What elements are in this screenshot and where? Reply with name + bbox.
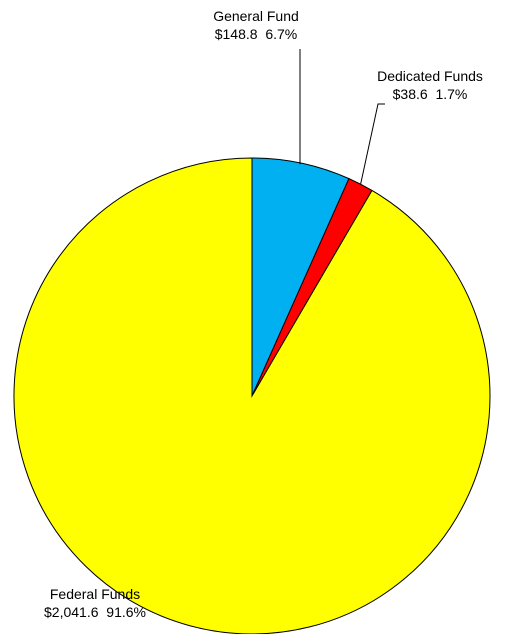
dedicated-funds-value-row: $38.6 1.7% <box>360 85 500 103</box>
federal-funds-label: Federal Funds $2,041.6 91.6% <box>20 585 170 621</box>
federal-funds-name: Federal Funds <box>49 586 141 602</box>
general-fund-label: General Fund $148.8 6.7% <box>196 7 316 43</box>
general-fund-name: General Fund <box>213 8 299 24</box>
pie-slice-federal-funds <box>13 157 491 634</box>
general-fund-value: $148.8 <box>214 26 258 42</box>
dedicated-funds-label: Dedicated Funds $38.6 1.7% <box>360 67 500 103</box>
federal-funds-value: $2,041.6 <box>44 604 99 620</box>
dedicated-funds-leader-line <box>360 103 385 185</box>
federal-funds-percent: 91.6% <box>106 604 146 620</box>
federal-funds-value-row: $2,041.6 91.6% <box>20 603 170 621</box>
general-fund-value-row: $148.8 6.7% <box>196 25 316 43</box>
general-fund-percent: 6.7% <box>265 26 298 42</box>
dedicated-funds-value: $38.6 <box>392 86 428 102</box>
dedicated-funds-name: Dedicated Funds <box>377 68 483 84</box>
dedicated-funds-percent: 1.7% <box>435 86 468 102</box>
